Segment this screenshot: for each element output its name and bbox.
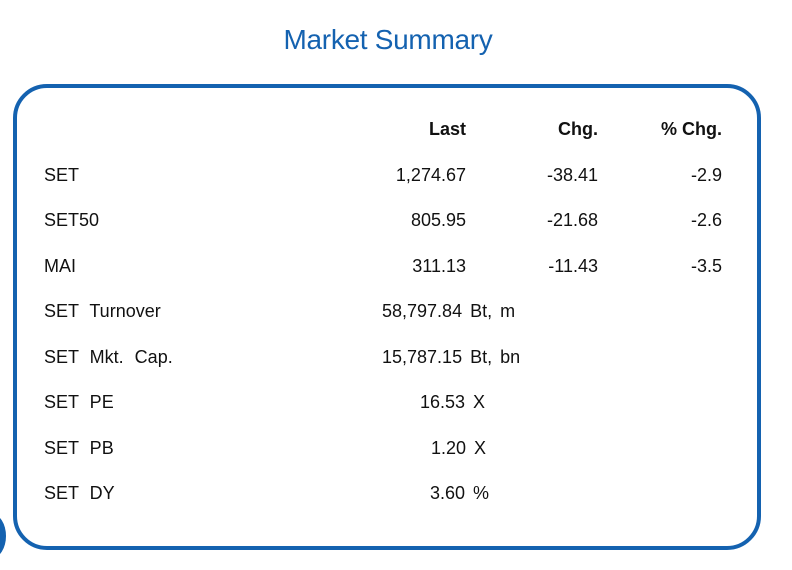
set50-pct-chg-value: -2.6: [690, 210, 722, 230]
column-header-last: Last: [428, 119, 466, 139]
row-label-mai: MAI: [44, 256, 77, 276]
row-label-set50: SET50: [44, 210, 100, 230]
row-label-set: SET: [44, 165, 80, 185]
row-label-set-turnover: SET Turnover: [44, 301, 161, 321]
mai-last-value: 311.13: [412, 256, 466, 276]
set-chg-value: -38.41: [546, 165, 598, 185]
set-dy-value: 3.60 %: [430, 483, 490, 503]
set-pb-value: 1.20 X: [431, 438, 487, 458]
row-label-set-pb: SET PB: [44, 438, 114, 458]
page-title: Market Summary: [283, 24, 493, 55]
set50-last-value: 805.95: [410, 210, 466, 230]
mai-chg-value: -11.43: [548, 256, 598, 276]
market-summary-panel: [13, 84, 761, 550]
set50-chg-value: -21.68: [546, 210, 598, 230]
column-header-pct-chg: % Chg.: [661, 119, 722, 139]
row-label-set-dy: SET DY: [44, 483, 115, 503]
mai-pct-chg-value: -3.5: [690, 256, 722, 276]
set-turnover-value: 58,797.84 Bt, m: [382, 301, 516, 321]
set-last-value: 1,274.67: [395, 165, 466, 185]
set-pct-chg-value: -2.9: [690, 165, 722, 185]
row-label-set-pe: SET PE: [44, 392, 114, 412]
set-pe-value: 16.53 X: [420, 392, 486, 412]
set-mkt-cap-value: 15,787.15 Bt, bn: [382, 347, 521, 367]
corner-decoration: [0, 514, 6, 558]
row-label-set-mkt-cap: SET Mkt. Cap.: [44, 347, 173, 367]
column-header-chg: Chg.: [558, 119, 598, 139]
